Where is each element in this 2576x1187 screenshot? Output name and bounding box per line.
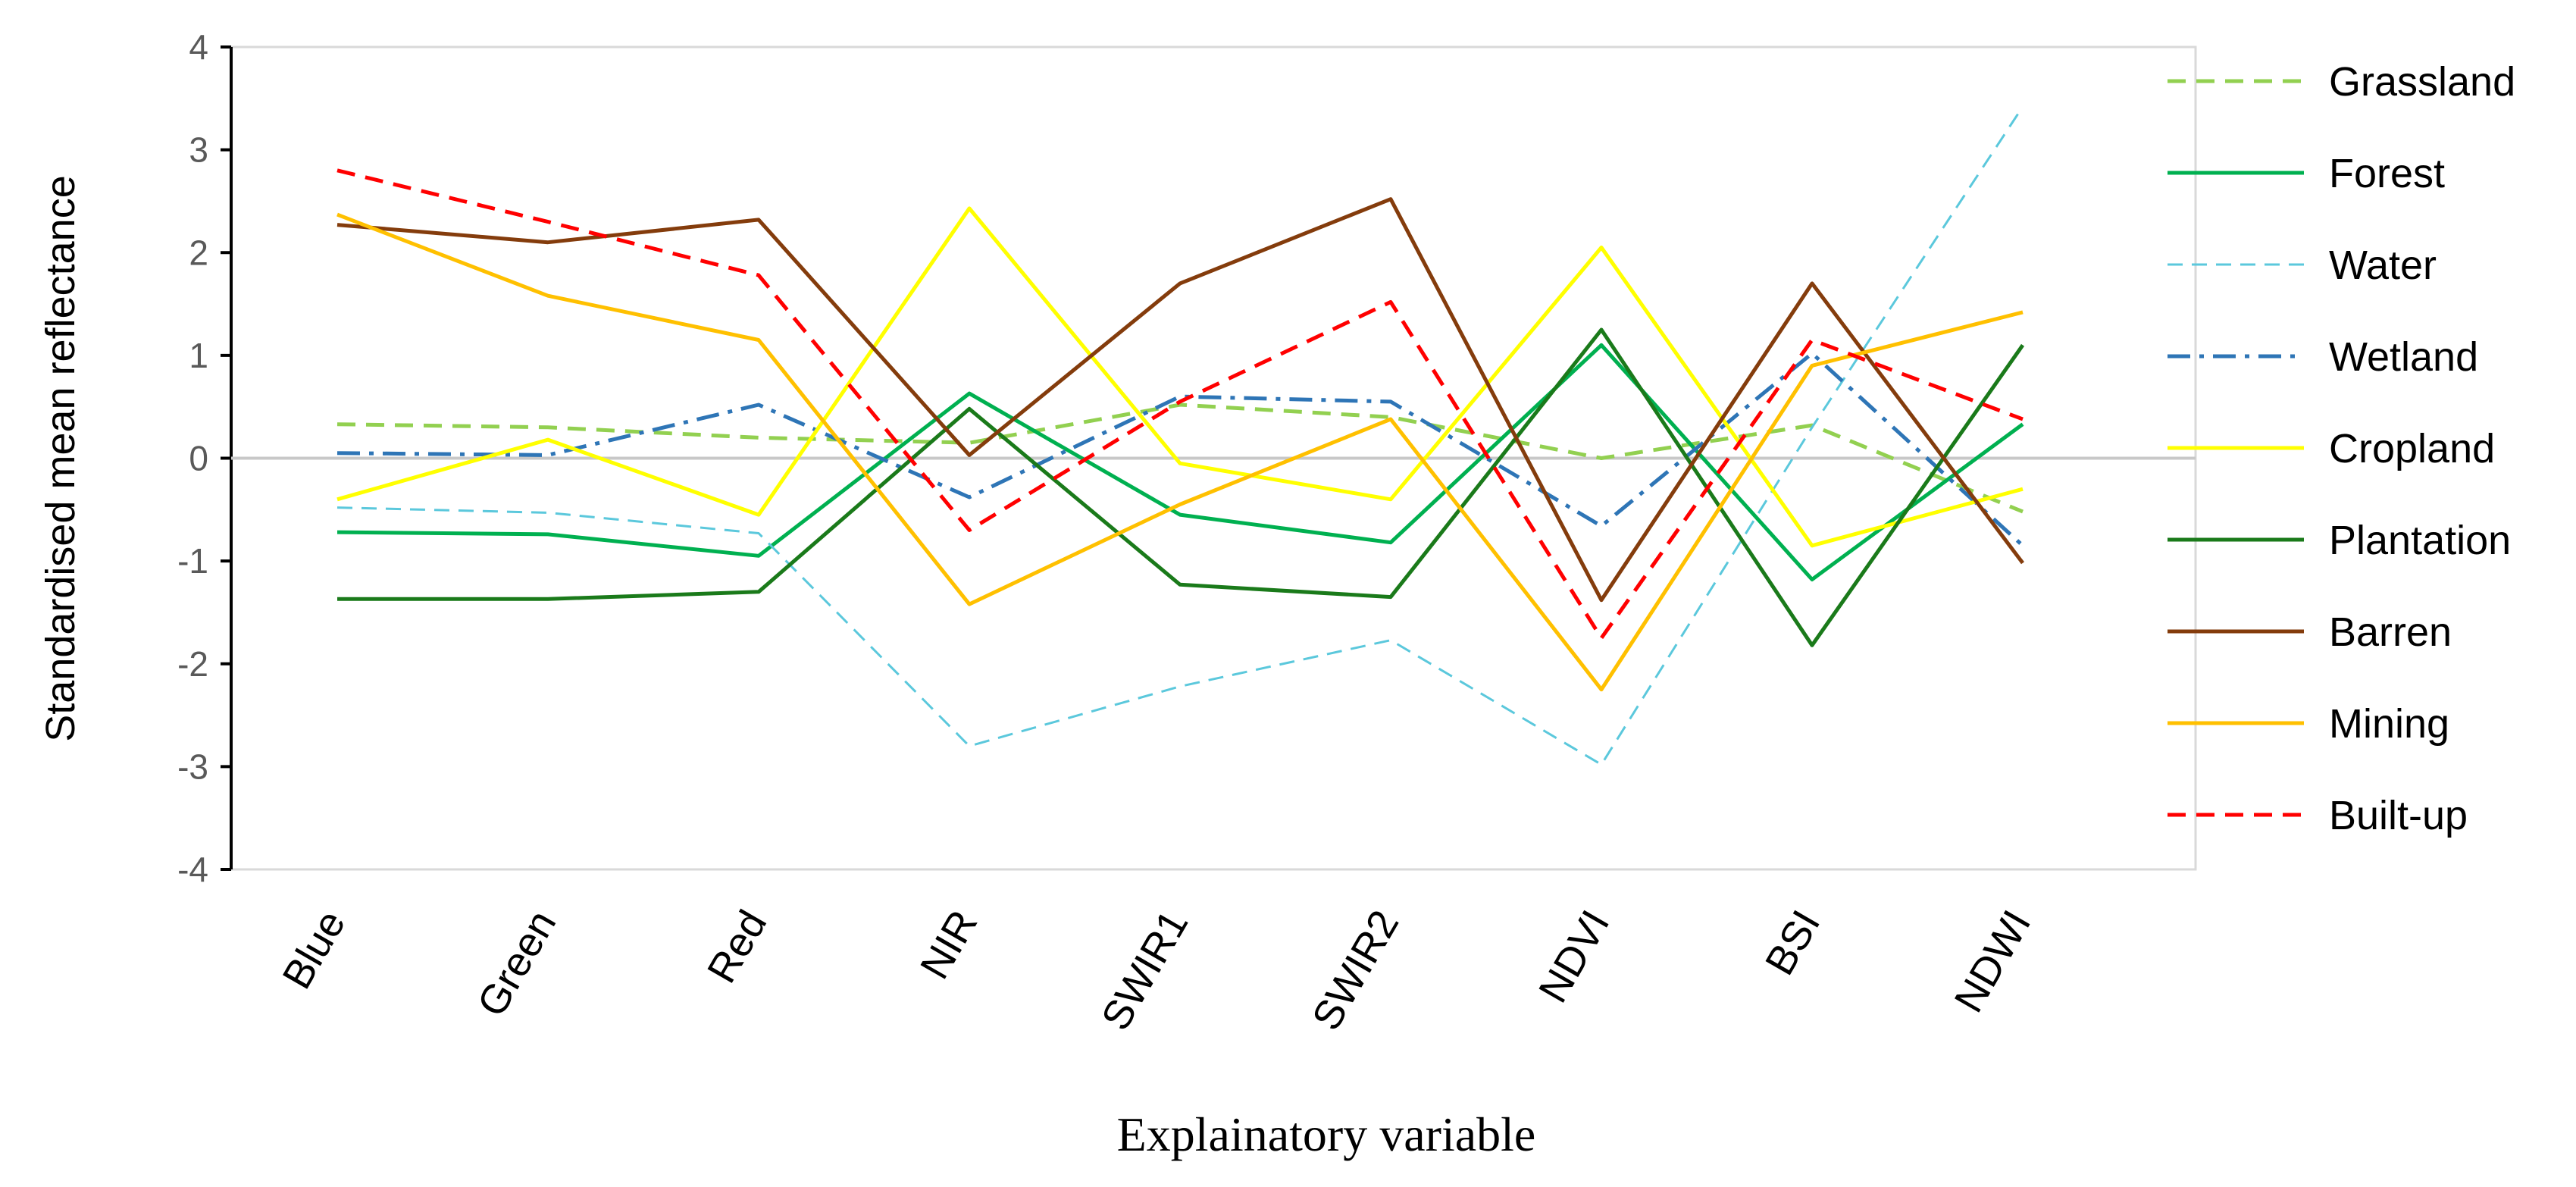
y-tick-label: 3 — [189, 130, 208, 170]
series-line-plantation — [337, 327, 2025, 647]
x-tick-label: Red — [699, 903, 775, 991]
legend-label-plantation: Plantation — [2329, 518, 2511, 563]
x-tick-label: BSI — [1757, 903, 1829, 982]
y-axis-title: Standardised mean reflectance — [38, 175, 83, 741]
series-line-forest — [336, 343, 2024, 581]
x-tick-label: SWIR1 — [1093, 903, 1197, 1038]
y-tick-label: 4 — [189, 27, 208, 67]
y-tick-label: -4 — [177, 850, 208, 889]
series-line-cropland — [336, 206, 2024, 548]
series-line-mining — [336, 212, 2024, 692]
y-tick-label: -3 — [177, 747, 208, 786]
x-tick-label: NDWI — [1945, 903, 2039, 1020]
series-line-water — [336, 105, 2024, 766]
y-tick-label: -1 — [177, 541, 208, 581]
y-tick-label: 1 — [189, 336, 208, 375]
legend-label-water: Water — [2329, 243, 2437, 288]
y-tick-label: 2 — [189, 233, 208, 272]
x-tick-label: SWIR2 — [1304, 903, 1407, 1038]
x-tick-label: Blue — [274, 903, 354, 997]
series-line-built-up — [336, 168, 2024, 640]
x-tick-label: NDVI — [1530, 903, 1618, 1010]
series-line-wetland — [336, 351, 2024, 547]
y-tick-label: 0 — [189, 439, 208, 478]
legend-label-forest: Forest — [2329, 151, 2445, 196]
y-tick-label: -2 — [177, 644, 208, 684]
x-tick-label: NIR — [912, 903, 986, 987]
legend-label-built-up: Built-up — [2329, 793, 2468, 838]
legend-label-cropland: Cropland — [2329, 426, 2495, 471]
legend-label-grassland: Grassland — [2329, 59, 2515, 105]
x-axis-title: Explainatory variable — [1117, 1107, 1536, 1161]
series-line-barren — [336, 197, 2024, 603]
legend-label-barren: Barren — [2329, 609, 2452, 655]
x-tick-label: Green — [468, 903, 565, 1024]
legend-label-mining: Mining — [2329, 701, 2449, 747]
legend-label-wetland: Wetland — [2329, 334, 2478, 380]
